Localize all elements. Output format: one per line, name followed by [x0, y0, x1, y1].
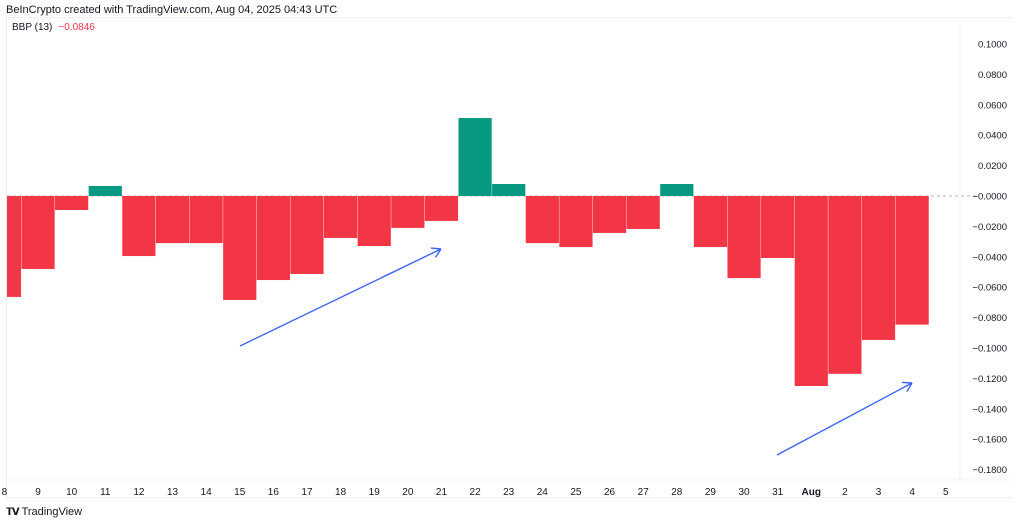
histogram-bar[interactable] [256, 196, 290, 281]
histogram-bar[interactable] [290, 196, 324, 274]
indicator-legend[interactable]: BBP (13) −0.0846 [12, 22, 95, 33]
x-tick-label: 23 [503, 487, 515, 498]
annotation-arrow[interactable] [239, 247, 442, 347]
tradingview-logo[interactable]: 𝗧𝗩 TradingView [6, 506, 82, 518]
x-tick-label: 15 [234, 487, 246, 498]
x-tick-label: 21 [436, 487, 448, 498]
x-tick-label: 25 [570, 487, 582, 498]
histogram-bar[interactable] [559, 196, 593, 248]
x-tick-label: 16 [268, 487, 280, 498]
indicator-value: −0.0846 [58, 22, 95, 33]
histogram-bar[interactable] [828, 196, 862, 374]
y-tick-label: 0.0800 [978, 70, 1007, 81]
histogram-bar[interactable] [861, 196, 896, 340]
x-tick-label: 13 [167, 487, 179, 498]
histogram-bar[interactable] [122, 196, 156, 257]
chart-frame [6, 17, 1012, 498]
x-tick-label: 29 [705, 487, 717, 498]
histogram-bar[interactable] [391, 196, 425, 228]
annotation-arrow[interactable] [776, 381, 913, 456]
x-tick-label: 17 [301, 487, 313, 498]
x-tick-label: 18 [335, 487, 347, 498]
x-tick-label: 8 [2, 487, 8, 498]
histogram-bar[interactable] [155, 196, 190, 244]
histogram-bar[interactable] [895, 196, 929, 325]
y-tick-label: −0.1000 [972, 344, 1007, 355]
histogram-bar[interactable] [357, 196, 391, 247]
chart-credit: BeInCrypto created with TradingView.com,… [6, 4, 338, 16]
histogram-bar[interactable] [525, 196, 559, 244]
x-tick-label: 19 [369, 487, 381, 498]
histogram-bar[interactable] [592, 196, 627, 233]
y-tick-label: −0.1600 [972, 435, 1007, 446]
y-tick-label: −0.1200 [972, 374, 1007, 385]
x-tick-label: 31 [772, 487, 784, 498]
x-tick-label: 2 [842, 487, 848, 498]
y-tick-label: 0.0600 [978, 100, 1007, 111]
y-tick-label: −0.0000 [972, 192, 1007, 203]
y-tick-label: −0.1800 [972, 465, 1007, 476]
histogram-bar[interactable] [324, 196, 358, 238]
histogram-bar[interactable] [21, 196, 55, 269]
x-tick-label: 28 [671, 487, 683, 498]
histogram-bar[interactable] [492, 183, 526, 196]
x-tick-label: 30 [738, 487, 750, 498]
x-tick-label: 10 [66, 487, 78, 498]
x-tick-label: 22 [470, 487, 482, 498]
x-tick-label: 14 [201, 487, 213, 498]
y-tick-label: −0.1400 [972, 404, 1007, 415]
y-tick-label: 0.1000 [978, 40, 1007, 51]
histogram-bar[interactable] [223, 196, 257, 300]
x-tick-label: 26 [604, 487, 616, 498]
x-tick-label: 11 [100, 487, 111, 498]
histogram-bar[interactable] [458, 118, 492, 196]
histogram-bar[interactable] [0, 196, 22, 297]
histogram-bar[interactable] [660, 183, 694, 196]
histogram-bar[interactable] [693, 196, 728, 248]
x-tick-label: Aug [802, 487, 821, 498]
y-tick-label: 0.0200 [978, 161, 1007, 172]
y-tick-label: −0.0600 [972, 283, 1007, 294]
y-tick-label: −0.0800 [972, 313, 1007, 324]
y-tick-label: 0.0400 [978, 131, 1007, 142]
y-tick-label: −0.0400 [972, 252, 1007, 263]
histogram-bar[interactable] [189, 196, 223, 244]
x-tick-label: 12 [133, 487, 145, 498]
histogram-bar[interactable] [727, 196, 761, 279]
histogram-bar[interactable] [794, 196, 828, 386]
tradingview-logo-icon: 𝗧𝗩 [6, 506, 20, 518]
x-tick-label: 4 [909, 487, 915, 498]
tradingview-logo-text: TradingView [21, 506, 83, 518]
histogram-bar[interactable] [55, 196, 89, 210]
x-tick-label: 24 [537, 487, 549, 498]
x-tick-label: 20 [402, 487, 414, 498]
y-tick-label: −0.0200 [972, 222, 1007, 233]
bars [0, 118, 929, 386]
histogram-bar[interactable] [761, 196, 795, 259]
x-tick-label: 27 [638, 487, 650, 498]
histogram-bar[interactable] [626, 196, 660, 229]
x-tick-label: 3 [876, 487, 882, 498]
histogram-bar[interactable] [88, 185, 122, 196]
indicator-name: BBP (13) [12, 22, 53, 33]
x-tick-label: 9 [35, 487, 41, 498]
x-tick-label: 5 [943, 487, 949, 498]
histogram-bar[interactable] [424, 196, 459, 221]
